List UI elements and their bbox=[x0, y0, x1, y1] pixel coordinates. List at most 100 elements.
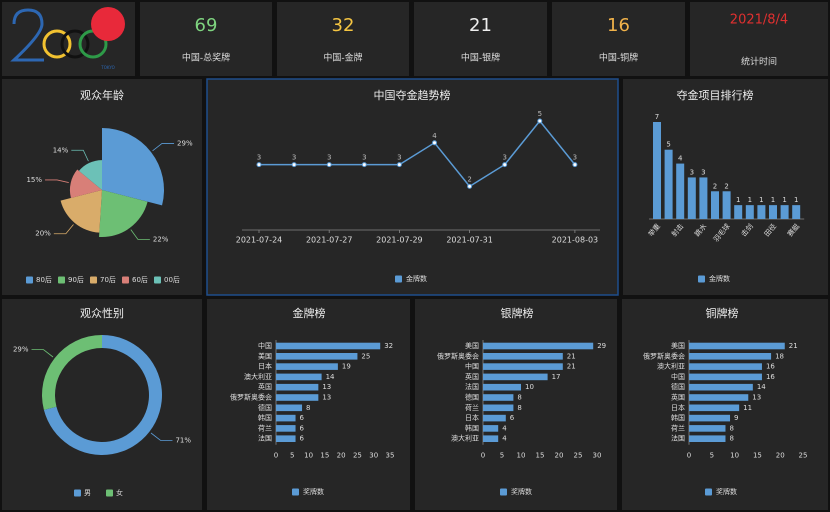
panel bbox=[2, 299, 202, 510]
stat-label: 中国-银牌 bbox=[461, 52, 500, 64]
y-tick-label: 澳大利亚 bbox=[657, 362, 685, 371]
x-tick-label: 25 bbox=[353, 452, 362, 460]
legend-swatch bbox=[395, 275, 402, 283]
value-label: 3 bbox=[573, 154, 577, 162]
y-tick-label: 俄罗斯奥委会 bbox=[643, 351, 685, 360]
y-tick-label: 韩国 bbox=[258, 413, 272, 422]
y-tick-label: 法国 bbox=[465, 382, 479, 391]
legend-label: 金牌数 bbox=[406, 274, 427, 283]
x-tick-label: 2021-07-31 bbox=[446, 236, 493, 245]
value-label: 14 bbox=[326, 373, 335, 381]
legend-label: 80后 bbox=[36, 275, 52, 284]
bar bbox=[276, 373, 322, 381]
panel bbox=[207, 299, 410, 510]
value-label: 5 bbox=[666, 141, 670, 149]
x-tick-label: 2021-07-29 bbox=[376, 236, 423, 245]
point bbox=[572, 162, 578, 168]
value-label: 3 bbox=[292, 154, 296, 162]
logo-ring bbox=[60, 29, 90, 59]
legend-swatch bbox=[292, 488, 299, 496]
chart-title: 金牌榜 bbox=[293, 306, 326, 320]
bar bbox=[276, 342, 381, 350]
value-label: 8 bbox=[517, 394, 521, 402]
value-label: 32 bbox=[384, 342, 393, 350]
bar bbox=[689, 342, 785, 350]
x-tick-label: 2021-07-24 bbox=[236, 236, 283, 245]
y-tick-label: 韩国 bbox=[465, 423, 479, 432]
bar bbox=[483, 342, 594, 350]
x-tick-label: 15 bbox=[536, 452, 545, 460]
stat-value: 69 bbox=[195, 15, 218, 36]
legend-label: 男 bbox=[84, 489, 91, 497]
bar bbox=[483, 425, 499, 432]
logo: TOKYO bbox=[2, 2, 135, 76]
legend-label: 奖牌数 bbox=[511, 487, 532, 496]
value-label: 29% bbox=[13, 346, 29, 354]
value-label: 1 bbox=[794, 196, 798, 204]
panel bbox=[277, 2, 409, 76]
x-tick-label: 15 bbox=[753, 452, 762, 460]
line bbox=[259, 119, 576, 188]
slice bbox=[78, 160, 102, 190]
stat-value: 32 bbox=[332, 15, 355, 36]
bar bbox=[689, 363, 762, 370]
y-tick-label: 中国 bbox=[258, 341, 272, 350]
bar bbox=[276, 363, 338, 370]
slice bbox=[60, 190, 102, 233]
value-label: 15% bbox=[26, 176, 42, 184]
panel bbox=[140, 2, 272, 76]
y-tick-label: 日本 bbox=[258, 362, 272, 371]
logo-two bbox=[10, 8, 44, 62]
x-tick-label: 0 bbox=[687, 452, 691, 460]
bar bbox=[483, 383, 521, 391]
x-tick-label: 10 bbox=[730, 452, 739, 460]
label-line bbox=[130, 229, 150, 240]
bar bbox=[664, 149, 673, 219]
y-tick-label: 中国 bbox=[671, 372, 685, 381]
value-label: 16 bbox=[766, 373, 775, 381]
stat-label: 中国-金牌 bbox=[323, 52, 362, 64]
slice bbox=[42, 335, 102, 410]
legend-swatch bbox=[106, 489, 113, 497]
bar bbox=[276, 353, 358, 360]
x-tick-label: 30 bbox=[369, 452, 378, 460]
value-label: 1 bbox=[771, 196, 775, 204]
value-label: 3 bbox=[327, 154, 331, 162]
y-tick-label: 俄罗斯奥委会 bbox=[230, 393, 272, 402]
legend-label: 70后 bbox=[100, 275, 116, 284]
point bbox=[256, 162, 262, 168]
panel bbox=[415, 299, 617, 510]
y-tick-label: 德国 bbox=[258, 403, 272, 412]
bar bbox=[483, 404, 514, 412]
point bbox=[502, 162, 508, 168]
legend-swatch bbox=[58, 276, 65, 284]
legend-swatch bbox=[122, 276, 129, 284]
bar bbox=[687, 177, 696, 219]
bar bbox=[689, 425, 726, 432]
value-label: 14 bbox=[757, 383, 766, 391]
chart-title: 中国夺金趋势榜 bbox=[374, 88, 451, 102]
value-label: 13 bbox=[322, 394, 331, 402]
label-line bbox=[53, 224, 74, 235]
logo-ring bbox=[42, 29, 72, 59]
value-label: 1 bbox=[736, 196, 740, 204]
y-tick-label: 法国 bbox=[258, 434, 272, 443]
bar bbox=[276, 414, 296, 422]
bar bbox=[745, 205, 754, 219]
point bbox=[537, 118, 543, 124]
stat-label: 中国-铜牌 bbox=[599, 52, 638, 64]
point bbox=[432, 140, 437, 146]
y-tick-label: 英国 bbox=[258, 382, 272, 391]
legend-swatch bbox=[500, 488, 507, 496]
value-label: 8 bbox=[306, 404, 310, 412]
x-tick-label: 2021-07-27 bbox=[306, 236, 353, 245]
y-tick-label: 荷兰 bbox=[671, 423, 685, 432]
value-label: 14% bbox=[53, 146, 69, 154]
value-label: 3 bbox=[362, 154, 366, 162]
legend-swatch bbox=[90, 276, 97, 284]
value-label: 21 bbox=[789, 342, 798, 350]
bar bbox=[769, 205, 777, 219]
bar bbox=[276, 394, 319, 401]
x-tick-label: 20 bbox=[776, 452, 785, 460]
y-tick-label: 中国 bbox=[465, 362, 479, 371]
